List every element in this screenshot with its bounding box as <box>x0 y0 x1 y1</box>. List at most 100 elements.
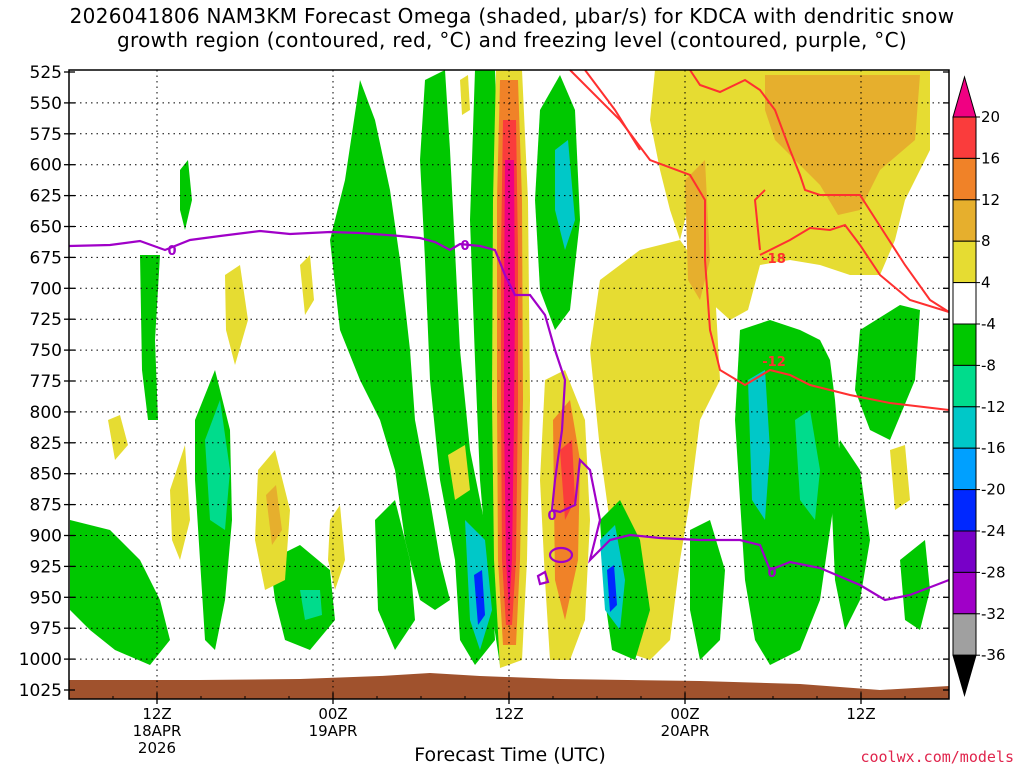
x-tick-label: 18APR <box>133 722 182 740</box>
freezing-level-small-loop <box>536 570 550 586</box>
freezing-level-loop <box>548 546 574 564</box>
omega-region-green-center <box>420 70 495 665</box>
omega-region-yellow-mid-center <box>448 445 470 500</box>
colorbar-label: -32 <box>981 605 1006 623</box>
y-tick-label: 1025 <box>19 681 62 701</box>
omega-region-teal-right-2 <box>795 410 820 520</box>
dgz-contour-minus12 <box>569 69 950 411</box>
x-tick-label: 19APR <box>309 722 358 740</box>
y-axis: 525 550 575 600 625 650 675 700 725 750 775 800 825 8… <box>19 63 949 701</box>
omega-region-yellow-left-2 <box>225 265 248 365</box>
freezing-level-contour <box>68 229 950 602</box>
chart-title-line-1: 2026041806 NAM3KM Forecast Omega (shaded… <box>69 4 955 28</box>
omega-region-blue-mid-right <box>607 565 617 612</box>
colorbar-label: -16 <box>981 439 1006 457</box>
omega-region-orange-upper-right <box>765 75 920 215</box>
colorbar-label: -8 <box>981 356 996 374</box>
x-tick-label: 00Z <box>670 705 699 723</box>
colorbar-swatch <box>952 157 977 201</box>
omega-region-teal-right <box>748 370 770 520</box>
colorbar-swatch <box>952 323 977 366</box>
omega-region-blue-center <box>474 570 485 625</box>
x-tick-label: 12Z <box>846 705 875 723</box>
colorbar-swatch <box>952 571 977 615</box>
omega-region-green-lower-left <box>70 520 170 665</box>
y-tick-label: 525 <box>30 63 62 83</box>
omega-region-yellow-top-left-1 <box>300 255 314 315</box>
freezing-level-line-main <box>68 229 950 602</box>
y-tick-label: 900 <box>30 527 62 547</box>
colorbar-swatch <box>952 406 977 449</box>
colorbar-label: -4 <box>981 315 996 333</box>
y-tick-label: 600 <box>30 156 62 176</box>
colorbar-label: 4 <box>981 274 991 292</box>
x-tick-label: 00Z <box>318 705 347 723</box>
omega-region-green-left-center <box>330 80 450 610</box>
dgz-contour-label: -18 <box>762 252 786 267</box>
colorbar-label: -36 <box>981 646 1006 664</box>
colorbar-label: 12 <box>981 191 1000 209</box>
dgz-contour-minus18 <box>689 69 950 313</box>
y-tick-label: 625 <box>30 187 62 207</box>
colorbar-label: 8 <box>981 232 991 250</box>
y-tick-label: 825 <box>30 434 62 454</box>
omega-region-green-thin-left <box>180 160 192 230</box>
y-tick-label: 700 <box>30 279 62 299</box>
omega-region-yellow-top-center <box>460 75 470 115</box>
dgz-contour-minus18-b <box>753 189 766 251</box>
x-tick-label: 12Z <box>142 705 171 723</box>
colorbar-bottom-arrow <box>952 654 977 698</box>
omega-region-yellow-left-1 <box>108 415 128 460</box>
colorbar-swatch <box>952 489 977 532</box>
omega-region-teal-left <box>205 400 230 530</box>
colorbar-label: 16 <box>981 149 1000 167</box>
y-tick-label: 975 <box>30 619 62 639</box>
omega-region-orange-left-3 <box>266 485 282 545</box>
freezing-level-label: 0 <box>460 239 469 254</box>
y-tick-label: 750 <box>30 341 62 361</box>
colorbar-label: -24 <box>981 522 1006 540</box>
omega-region-yellow-left-5 <box>170 445 190 560</box>
x-tick-label: 20APR <box>661 722 710 740</box>
y-tick-label: 875 <box>30 496 62 516</box>
colorbar-label: -20 <box>981 481 1006 499</box>
y-tick-label: 775 <box>30 372 62 392</box>
dgz-contours <box>569 69 950 411</box>
omega-field <box>70 70 930 668</box>
x-tick-label: 2026 <box>138 739 176 757</box>
omega-region-green-left-band <box>140 255 160 420</box>
omega-region-green-lower-right <box>690 520 725 660</box>
omega-region-green-far-right-low <box>900 540 930 630</box>
y-tick-label: 650 <box>30 218 62 238</box>
y-tick-label: 925 <box>30 557 62 577</box>
colorbar-swatch <box>952 447 977 491</box>
colorbar-swatch <box>952 199 977 242</box>
omega-region-teal-right-of-pink <box>555 140 575 250</box>
credit-link[interactable]: coolwx.com/models <box>860 748 1014 766</box>
colorbar-swatch <box>952 613 977 656</box>
dgz-contour-label: -12 <box>762 355 786 370</box>
omega-region-yellow-right-2 <box>660 440 680 550</box>
freezing-level-label: 0 <box>767 566 776 581</box>
colorbar-label: 20 <box>981 108 1000 126</box>
colorbar-top-arrow <box>952 75 977 118</box>
omega-region-yellow-left-4 <box>328 505 345 590</box>
freezing-level-label: 0 <box>547 509 556 524</box>
dgz-contour-upper <box>759 223 950 313</box>
y-tick-label: 850 <box>30 465 62 485</box>
y-tick-label: 575 <box>30 125 62 145</box>
y-tick-label: 800 <box>30 403 62 423</box>
colorbar: 20 16 12 8 4 -4 -8 -12 -16 -20 -24 -28 -32 -36 <box>952 75 1006 698</box>
colorbar-label: -28 <box>981 563 1006 581</box>
omega-region-red-near-pink-2 <box>560 440 575 520</box>
y-tick-label: 1000 <box>19 650 62 670</box>
y-tick-label: 950 <box>30 588 62 608</box>
omega-region-orange-mid <box>685 160 710 300</box>
colorbar-swatch <box>952 240 977 284</box>
y-tick-label: 725 <box>30 310 62 330</box>
contour-labels: 0 0 0 0 -18 -12 <box>167 239 785 581</box>
omega-region-green-far-right <box>855 305 920 440</box>
freezing-level-label: 0 <box>167 244 176 259</box>
